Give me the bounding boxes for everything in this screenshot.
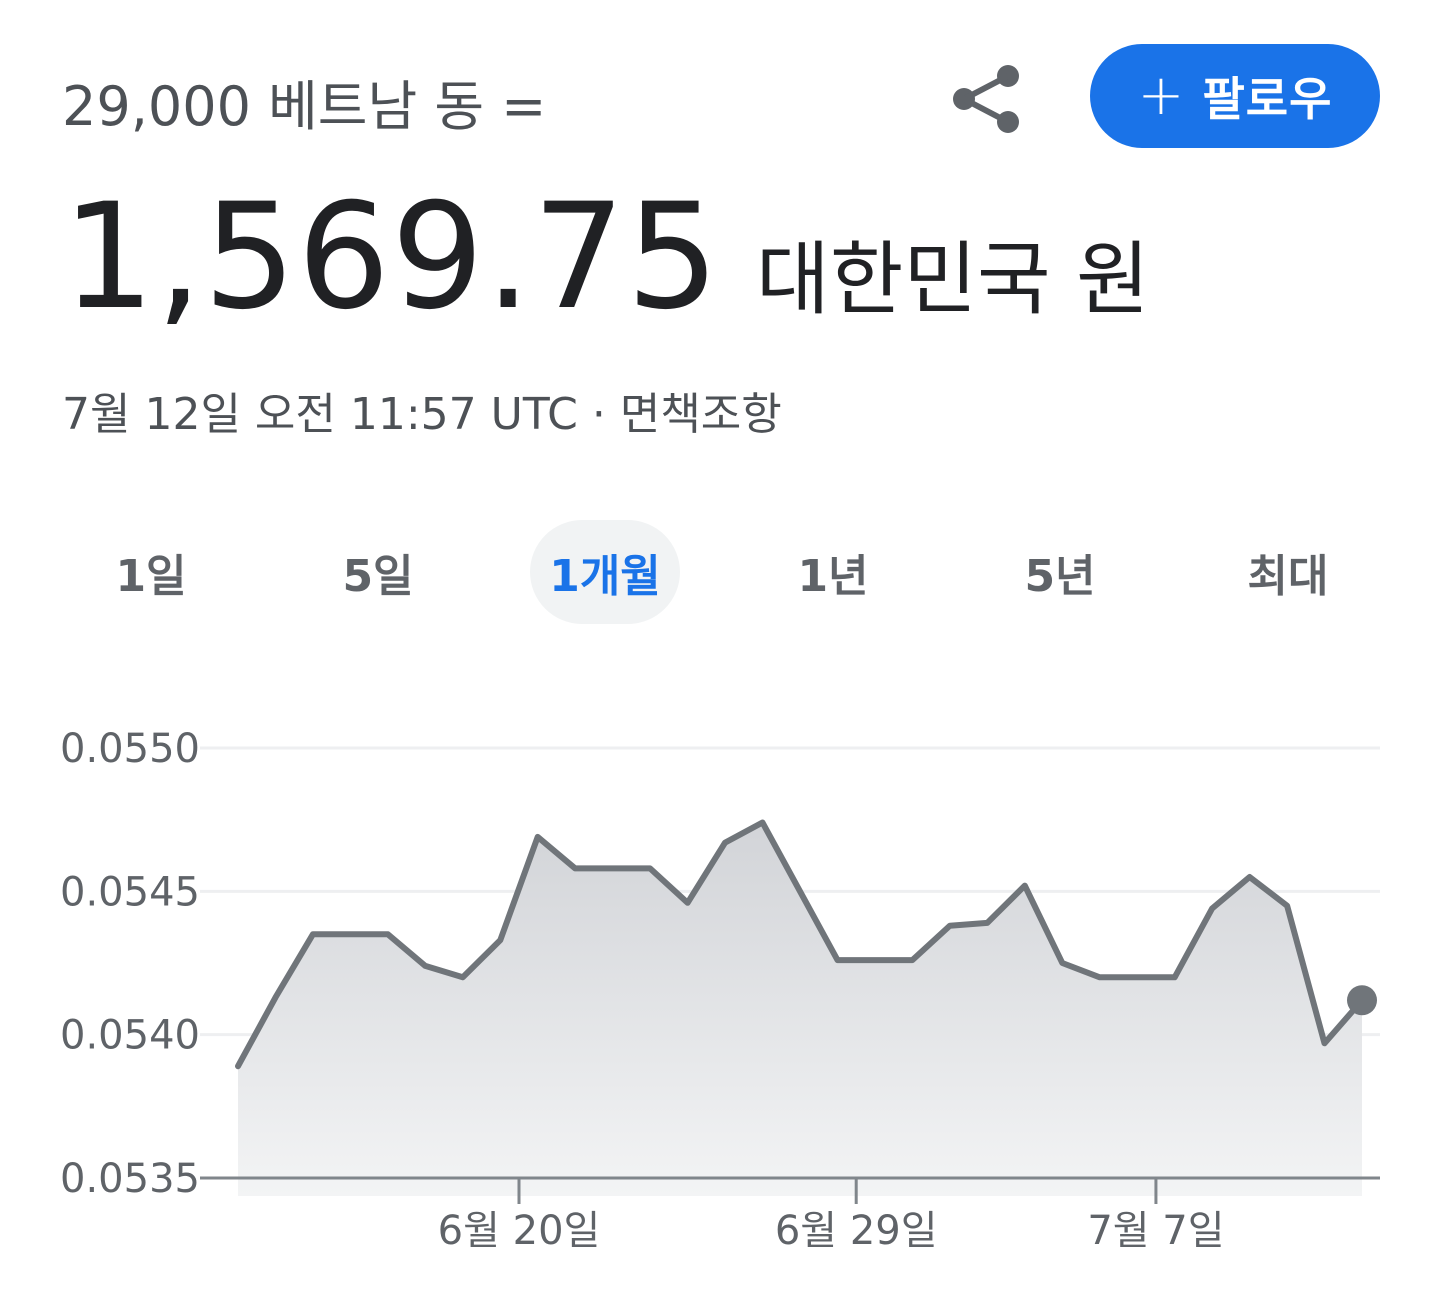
data-point [721, 839, 729, 847]
timestamp-disclaimer: 7월 12일 오전 11:57 UTC · 면책조항 [62, 389, 782, 440]
y-tick-label: 0.0550 [60, 726, 200, 772]
follow-button[interactable]: + 팔로우 [1090, 44, 1380, 148]
data-point [796, 887, 804, 895]
data-point [946, 922, 954, 930]
converted-value: 1,569.75 [62, 172, 721, 342]
current-value-dot[interactable] [1347, 985, 1377, 1016]
share-button[interactable] [945, 58, 1027, 140]
tab-1-month[interactable]: 1개월 [530, 520, 680, 624]
data-point [1246, 873, 1254, 881]
data-point [1208, 905, 1216, 913]
data-point [1283, 902, 1291, 910]
data-point [496, 936, 504, 944]
data-point [384, 930, 392, 938]
tab-max[interactable]: 최대 [1247, 551, 1329, 602]
data-point [983, 919, 991, 927]
series-line [235, 819, 1365, 1070]
data-point [684, 899, 692, 907]
y-tick-label: 0.0540 [60, 1013, 200, 1059]
follow-label: 팔로우 [1202, 72, 1333, 126]
data-point [1021, 882, 1029, 890]
x-tick-label: 6월 29일 [775, 1208, 938, 1254]
data-point [571, 864, 579, 872]
x-tick-label: 7월 7일 [1087, 1208, 1224, 1254]
converted-amount: 1,569.75 대한민국 원 [62, 172, 1150, 342]
data-point [534, 833, 542, 841]
range-tabs: 1일 5일 1개월 1년 5년 최대 [0, 520, 1439, 624]
data-point [421, 962, 429, 970]
tab-1-day[interactable]: 1일 [115, 551, 187, 602]
data-point [309, 930, 317, 938]
x-axis-ticks: 6월 20일 6월 29일 7월 7일 [438, 1178, 1225, 1254]
data-point [1096, 973, 1104, 981]
data-point [271, 993, 279, 1001]
data-point [1171, 973, 1179, 981]
data-point [1321, 1039, 1329, 1047]
x-tick-label: 6월 20일 [438, 1208, 601, 1254]
data-point [833, 956, 841, 964]
area-fill [238, 822, 1362, 1196]
exchange-rate-chart[interactable]: 0.0550 0.0545 0.0540 0.0535 6월 20일 6월 29일 7월 … [0, 690, 1439, 1296]
data-point [234, 1062, 242, 1070]
share-icon [953, 65, 1019, 133]
data-point [609, 864, 617, 872]
conversion-subtitle: 29,000 베트남 동 = [62, 75, 547, 138]
y-axis-labels: 0.0550 0.0545 0.0540 0.0535 [60, 726, 200, 1202]
converted-unit: 대한민국 원 [756, 233, 1150, 326]
y-tick-label: 0.0535 [60, 1156, 200, 1202]
data-point [646, 864, 654, 872]
data-point [871, 956, 879, 964]
plus-icon: + [1137, 63, 1185, 128]
data-point [1133, 973, 1141, 981]
data-point [459, 973, 467, 981]
tab-5-year[interactable]: 5년 [1024, 551, 1096, 602]
data-point [759, 819, 767, 827]
tab-1-year[interactable]: 1년 [797, 551, 869, 602]
tab-5-day[interactable]: 5일 [342, 551, 414, 602]
data-point [346, 930, 354, 938]
data-point [908, 956, 916, 964]
y-tick-label: 0.0545 [60, 869, 200, 915]
data-point [1058, 959, 1066, 967]
